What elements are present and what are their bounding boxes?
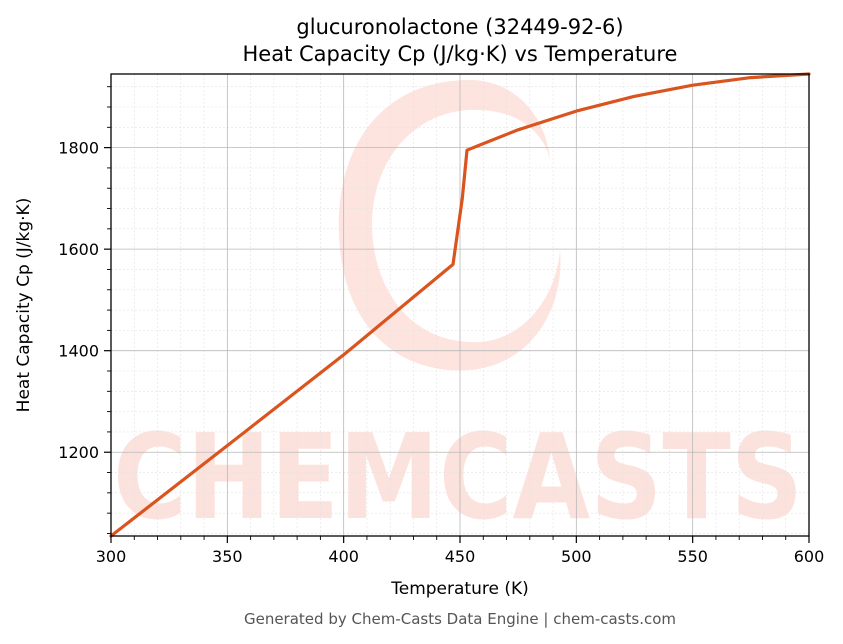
watermark-logo-swirl — [338, 80, 561, 371]
series-line — [109, 72, 811, 538]
chart-subtitle: Heat Capacity Cp (J/kg·K) vs Temperature — [243, 42, 678, 66]
y-tick-label: 1400 — [58, 342, 99, 361]
x-axis-label: Temperature (K) — [390, 579, 529, 599]
chart-title: glucuronolactone (32449-92-6) — [296, 15, 623, 39]
watermark: CHEMCASTS — [113, 80, 803, 546]
watermark-text: CHEMCASTS — [113, 408, 803, 546]
x-tick-label: 400 — [328, 547, 359, 566]
x-axis: 300 350 400 450 500 550 600 — [96, 536, 825, 566]
y-axis-label: Heat Capacity Cp (J/kg·K) — [14, 198, 34, 413]
series-layer — [109, 72, 811, 538]
y-tick-label: 1600 — [58, 240, 99, 259]
x-tick-label: 450 — [445, 547, 476, 566]
footer-credit: Generated by Chem-Casts Data Engine | ch… — [244, 610, 676, 628]
x-tick-label: 550 — [677, 547, 708, 566]
x-tick-label: 500 — [561, 547, 592, 566]
y-axis: 1200 1400 1600 1800 — [58, 86, 111, 534]
x-tick-label: 600 — [794, 547, 825, 566]
y-tick-label: 1800 — [58, 139, 99, 158]
y-tick-label: 1200 — [58, 443, 99, 462]
x-tick-label: 350 — [212, 547, 243, 566]
x-tick-label: 300 — [96, 547, 127, 566]
